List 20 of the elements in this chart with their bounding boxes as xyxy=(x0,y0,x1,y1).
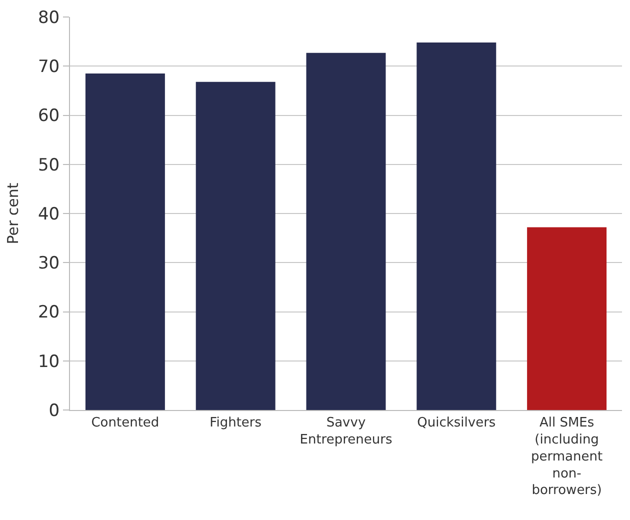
bar xyxy=(527,227,607,410)
bar xyxy=(85,73,165,410)
x-tick-label: Fighters xyxy=(210,416,262,431)
x-tick-label: All SMEs (including permanent non- borrowers) xyxy=(531,416,603,498)
bar xyxy=(306,52,386,410)
x-tick-label: Quicksilvers xyxy=(417,416,496,431)
bar xyxy=(416,42,496,410)
y-axis-title: Per cent xyxy=(4,182,22,244)
y-tick-label: 50 xyxy=(38,155,60,176)
y-tick-label: 30 xyxy=(38,254,60,274)
x-tick-label: Contented xyxy=(91,416,160,431)
y-tick-label: 60 xyxy=(38,106,60,126)
bar xyxy=(196,82,276,410)
y-tick-label: 10 xyxy=(38,352,60,372)
y-tick-label: 80 xyxy=(38,8,60,28)
y-tick-label: 20 xyxy=(38,302,60,323)
y-tick-label: 40 xyxy=(38,204,60,224)
y-tick-label: 0 xyxy=(48,400,60,421)
y-tick-label: 70 xyxy=(38,57,60,78)
x-tick-label: Savvy Entrepreneurs xyxy=(300,416,392,448)
